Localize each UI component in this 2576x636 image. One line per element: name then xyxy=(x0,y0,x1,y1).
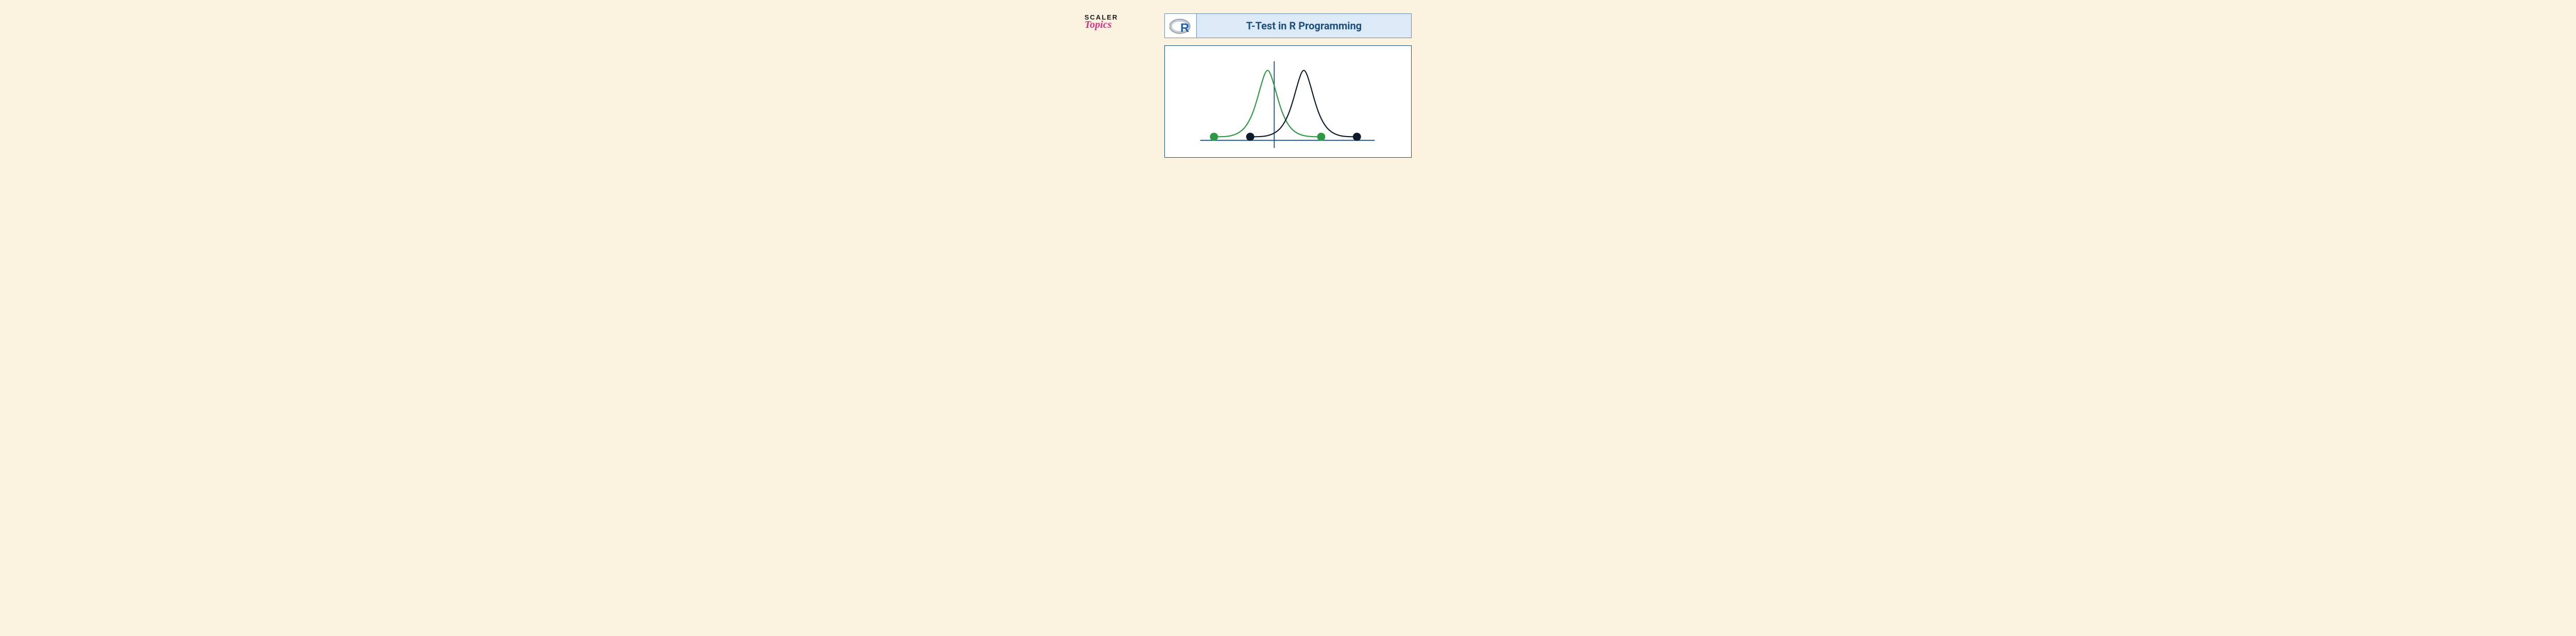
r-logo-cell: R xyxy=(1165,14,1197,38)
page-title: T-Test in R Programming xyxy=(1246,20,1362,32)
scaler-logo: SCALER Topics xyxy=(1084,13,1118,31)
r-language-icon: R xyxy=(1170,17,1192,35)
title-cell: T-Test in R Programming xyxy=(1197,14,1411,38)
chart-box xyxy=(1164,45,1412,158)
dot-dark-right xyxy=(1353,132,1361,141)
dot-green-left xyxy=(1210,132,1218,141)
dot-dark-left xyxy=(1246,132,1255,141)
header-box: R T-Test in R Programming xyxy=(1164,13,1412,38)
curve-dark xyxy=(1250,71,1357,137)
main-container: SCALER Topics R T-Test in R Programming xyxy=(1164,13,1412,158)
dot-green-right xyxy=(1317,132,1325,141)
curve-green xyxy=(1214,71,1321,137)
bell-curves-chart xyxy=(1165,46,1411,157)
svg-text:R: R xyxy=(1180,21,1189,35)
